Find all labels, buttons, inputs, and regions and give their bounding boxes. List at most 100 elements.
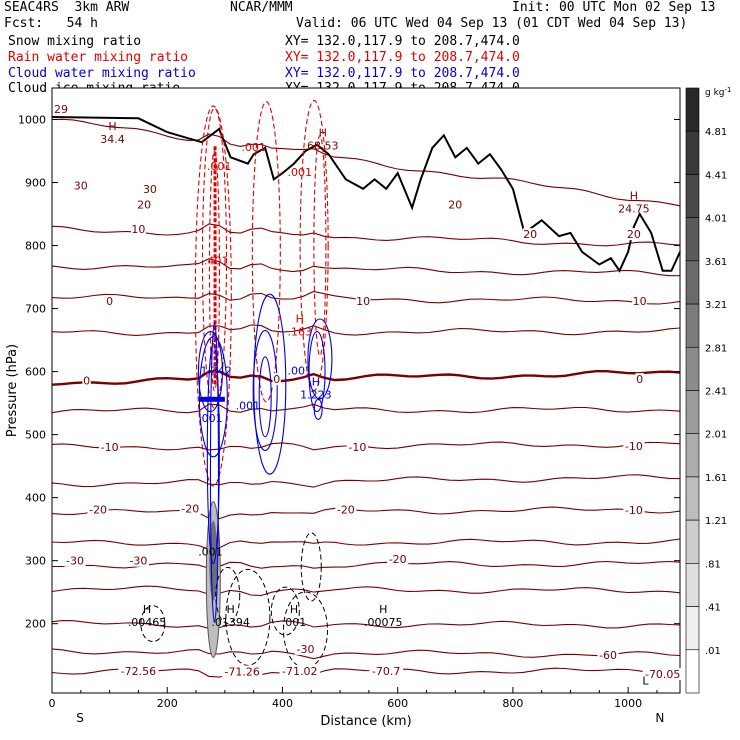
y-tick-label: 300 — [25, 555, 46, 568]
hydrometeor-label: .001 — [241, 141, 266, 154]
temperature-label: -20 — [181, 502, 199, 515]
temperature-label: -20 — [389, 553, 407, 566]
temperature-label: -20 — [337, 504, 355, 517]
temperature-label: 0 — [106, 295, 113, 308]
temperature-label-bg — [82, 374, 91, 387]
temperature-label: -71.02 — [282, 665, 317, 678]
hydrometeor-label: 1.342 — [200, 365, 232, 378]
extremum-marker: H — [226, 603, 234, 616]
extremum-marker: H — [143, 603, 151, 616]
temperature-label: -30 — [129, 555, 147, 568]
y-tick-label: 400 — [25, 492, 46, 505]
x-tick-label: 600 — [387, 697, 408, 710]
rain-water-contour — [313, 135, 327, 357]
temperature-label: -70.05 — [645, 668, 680, 681]
temperature-label-bg — [335, 503, 357, 516]
temperature-label: 10 — [633, 295, 647, 308]
y-tick-label: 200 — [25, 618, 46, 631]
temperature-label: 10 — [356, 295, 370, 308]
field-cloud-water: Cloud water mixing ratio — [8, 66, 196, 81]
colorbar-swatch — [685, 433, 700, 478]
colorbar-swatch — [685, 563, 700, 607]
colorbar-label: 3.61 — [705, 257, 727, 268]
temperature-label: -60 — [599, 649, 617, 662]
extremum-marker: H — [312, 375, 320, 388]
colorbar-label: 2.41 — [705, 387, 727, 398]
model-title: SEAC4RS 3km ARW — [4, 0, 130, 15]
temperature-label: -71.26 — [224, 666, 259, 679]
colorbar-label: 4.81 — [705, 127, 727, 138]
temperature-label-bg — [118, 664, 159, 677]
extremum-value: .01394 — [211, 616, 250, 629]
extremum-value: 68.53 — [307, 139, 339, 152]
cloud-water-contour — [209, 321, 220, 623]
rain-water-contour — [299, 100, 329, 392]
colorbar-label: 4.41 — [705, 170, 727, 181]
cloud-water-contour — [252, 329, 278, 452]
y-tick-label: 1000 — [18, 114, 46, 127]
extremum-marker: H — [296, 312, 304, 325]
colorbar-label: .81 — [705, 559, 721, 570]
temperature-label: 20 — [523, 228, 537, 241]
rain-water-contour — [251, 101, 281, 403]
colorbar-label: .41 — [705, 603, 721, 614]
temperature-label-bg — [355, 295, 371, 308]
cloud-water-contour — [258, 356, 272, 438]
y-tick-label: 700 — [25, 303, 46, 316]
extremum-marker: H — [630, 189, 638, 202]
y-tick-label: 500 — [25, 429, 46, 442]
center-title: NCAR/MMM — [230, 0, 293, 15]
cloud-water-core — [198, 396, 225, 402]
temperature-contour — [51, 223, 681, 247]
temperature-label-bg — [346, 441, 368, 454]
temperature-label-bg — [99, 441, 121, 454]
extremum-value: 34.4 — [100, 133, 125, 146]
temperature-label: -70.7 — [372, 665, 400, 678]
temperature-label: 10 — [131, 223, 145, 236]
temperature-label: 0 — [273, 373, 280, 386]
colorbar-swatch — [685, 649, 700, 694]
temperature-contour — [51, 506, 681, 520]
y-tick-label: 800 — [25, 240, 46, 253]
temperature-label-bg — [64, 554, 86, 567]
temperature-label-bg — [623, 504, 645, 517]
colorbar-swatch — [685, 346, 700, 391]
extremum-marker: H — [319, 126, 327, 139]
left-edge-label: 29 — [54, 103, 68, 116]
extremum-marker: L — [642, 675, 649, 688]
temperature-label: 20 — [448, 199, 462, 212]
extremum-value: 1.223 — [300, 388, 332, 401]
colorbar-swatch — [685, 260, 700, 305]
temperature-label: 0 — [83, 374, 90, 387]
colorbar-swatch — [685, 303, 700, 348]
extremum-value: .163 — [287, 325, 312, 338]
extremum-value: .001 — [282, 616, 307, 629]
hydrometeor-label: .001 — [236, 399, 261, 412]
x-tick-label: 0 — [49, 697, 56, 710]
plot-frame — [51, 87, 681, 694]
temperature-contour — [51, 620, 681, 629]
colorbar-swatch — [685, 217, 700, 262]
cloud-ice-contour — [215, 566, 241, 624]
hydrometeor-label: .001 — [198, 412, 223, 425]
temperature-label-bg — [369, 664, 404, 677]
cloud-water-contour — [253, 293, 287, 475]
temperature-label-bg — [597, 649, 619, 662]
temperature-contour — [51, 585, 681, 597]
hydrometeor-label: .001 — [207, 160, 232, 173]
temperature-label: 30 — [143, 183, 157, 196]
temperature-label-bg — [642, 668, 683, 681]
colorbar-label: 3.21 — [705, 300, 727, 311]
init-time: Init: 00 UTC Mon 02 Sep 13 — [512, 0, 716, 15]
cloud-ice-contour — [300, 532, 322, 602]
temperature-label-bg — [221, 665, 263, 678]
cloud-water-contour — [313, 398, 323, 420]
temperature-label-bg — [131, 223, 146, 236]
x-axis-label: Distance (km) — [320, 714, 411, 729]
extremum-marker: H — [379, 603, 387, 616]
extremum-marker: H — [108, 120, 116, 133]
extremum-value: 24.75 — [618, 202, 650, 215]
temperature-label-bg — [136, 198, 152, 211]
colorbar-swatch — [685, 390, 700, 435]
